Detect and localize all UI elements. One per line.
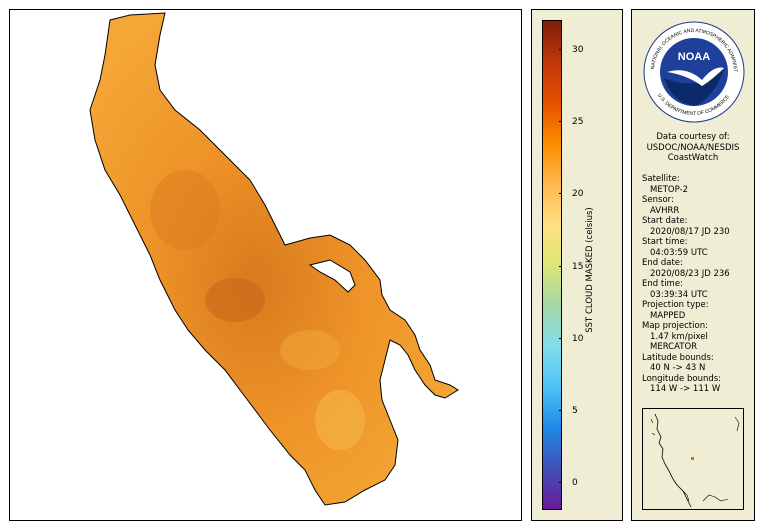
metadata-label: Latitude bounds: bbox=[642, 352, 714, 363]
metadata-value: 2020/08/23 JD 236 bbox=[650, 268, 730, 279]
tick-mark bbox=[559, 266, 562, 267]
metadata-list: Satellite: METOP-2 Sensor: AVHRR Start date:… bbox=[632, 174, 754, 395]
info-panel: NOAA NATIONAL OCEANIC AND ATMOSPHERIC AD… bbox=[631, 9, 755, 521]
metadata-label: Sensor: bbox=[642, 195, 674, 205]
locator-inset bbox=[642, 408, 744, 510]
colorbar-panel: 30 25 20 15 10 5 0 SST CLOUD MASKED (cel… bbox=[531, 9, 623, 521]
tick-label-15: 15 bbox=[572, 262, 584, 272]
tick-label-25: 25 bbox=[572, 117, 584, 127]
courtesy-line-1: Data courtesy of: bbox=[656, 132, 730, 142]
metadata-value: 1.47 km/pixel bbox=[650, 331, 708, 342]
metadata-value: 03:39:34 UTC bbox=[650, 289, 708, 300]
tick-label-5: 5 bbox=[572, 406, 578, 416]
tick-mark bbox=[559, 482, 562, 483]
tick-mark bbox=[559, 338, 562, 339]
metadata-value: MERCATOR bbox=[650, 342, 698, 352]
courtesy-line-2: USDOC/NOAA/NESDIS bbox=[646, 142, 740, 153]
tick-label-20: 20 bbox=[572, 189, 584, 199]
lake-outline bbox=[89, 12, 459, 506]
courtesy-block: Data courtesy of: USDOC/NOAA/NESDIS Coas… bbox=[632, 132, 754, 164]
metadata-label: Satellite: bbox=[642, 174, 680, 184]
colorbar bbox=[542, 20, 562, 510]
metadata-value: 114 W -> 111 W bbox=[650, 384, 721, 394]
tick-mark bbox=[559, 410, 562, 411]
metadata-value: 04:03:59 UTC bbox=[650, 247, 708, 258]
tick-label-30: 30 bbox=[572, 45, 584, 55]
metadata-label: Start date: bbox=[642, 216, 688, 226]
colorbar-title: SST CLOUD MASKED (celsius) bbox=[585, 207, 595, 333]
tick-label-0: 0 bbox=[572, 478, 578, 488]
metadata-label: End date: bbox=[642, 258, 683, 268]
tick-label-10: 10 bbox=[572, 334, 584, 344]
noaa-logo: NOAA NATIONAL OCEANIC AND ATMOSPHERIC AD… bbox=[642, 20, 745, 123]
metadata-value: 40 N -> 43 N bbox=[650, 363, 706, 373]
metadata-value: AVHRR bbox=[650, 205, 680, 216]
noaa-wordmark: NOAA bbox=[678, 51, 710, 63]
metadata-value: 2020/08/17 JD 230 bbox=[650, 226, 730, 237]
metadata-label: Projection type: bbox=[642, 300, 709, 310]
metadata-label: Longitude bounds: bbox=[642, 373, 722, 384]
tick-mark bbox=[559, 121, 562, 122]
metadata-label: Start time: bbox=[642, 237, 688, 247]
tick-mark bbox=[559, 49, 562, 50]
metadata-value: METOP-2 bbox=[650, 184, 689, 195]
tick-mark bbox=[559, 193, 562, 194]
metadata-value: MAPPED bbox=[650, 310, 686, 321]
locator-map bbox=[650, 413, 740, 508]
metadata-label: End time: bbox=[642, 279, 683, 289]
metadata-label: Map projection: bbox=[642, 321, 708, 331]
region-marker bbox=[691, 457, 694, 460]
map-panel bbox=[9, 9, 522, 521]
lake-map bbox=[89, 12, 459, 506]
courtesy-line-3: CoastWatch bbox=[667, 153, 719, 163]
